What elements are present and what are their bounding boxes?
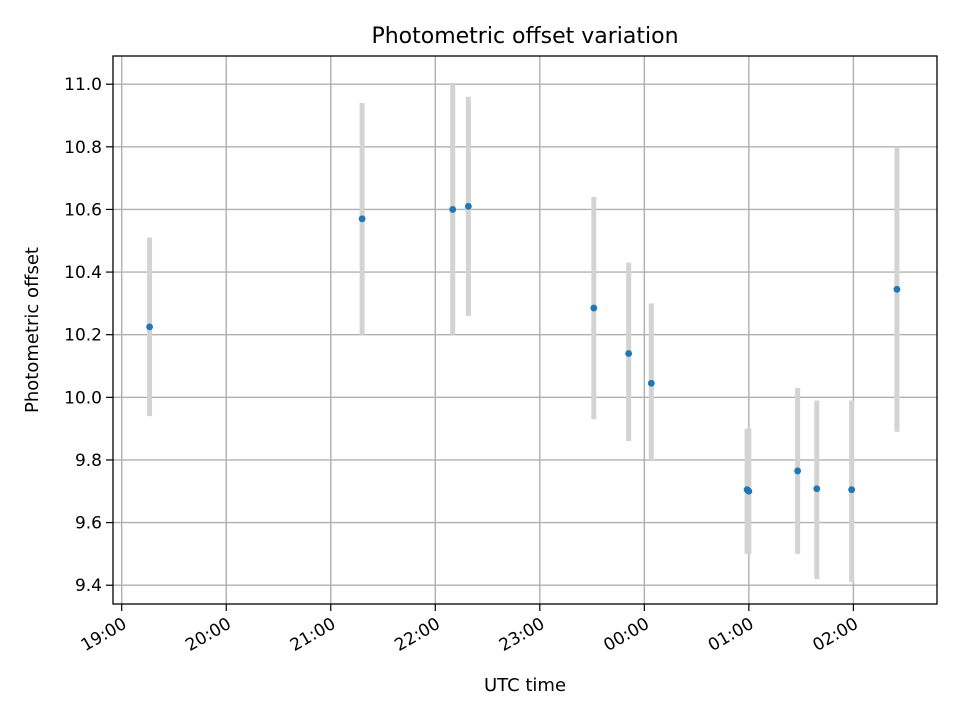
data-point	[813, 485, 821, 493]
data-point	[848, 486, 856, 494]
data-point	[647, 379, 655, 387]
y-tick-label: 10.0	[64, 388, 102, 408]
data-point	[745, 487, 753, 495]
y-tick-label: 9.4	[75, 576, 102, 596]
data-layer	[146, 84, 901, 583]
y-tick-label: 10.2	[64, 326, 102, 346]
data-point	[464, 202, 472, 210]
y-tick-label: 9.8	[75, 451, 102, 471]
data-point	[625, 350, 633, 357]
data-point	[449, 206, 457, 213]
y-tick-label: 10.4	[64, 263, 102, 283]
y-tick-label: 11.0	[64, 75, 102, 95]
y-axis: 9.4 9.6 9.8 10.0 10.2 10.4 10.6 10.8 11.0	[64, 75, 113, 596]
y-tick-label: 10.8	[64, 138, 102, 158]
chart-title: Photometric offset variation	[371, 24, 678, 49]
x-axis-label: UTC time	[484, 675, 566, 696]
y-tick-label: 9.6	[75, 514, 102, 534]
data-point	[893, 285, 901, 293]
y-axis-label: Photometric offset	[22, 247, 43, 413]
data-point	[358, 215, 366, 223]
y-tick-label: 10.6	[64, 200, 102, 220]
grid-lines	[113, 56, 937, 604]
data-point	[146, 323, 153, 331]
plot-frame	[112, 55, 938, 605]
data-point	[794, 467, 802, 475]
data-point	[590, 304, 598, 312]
